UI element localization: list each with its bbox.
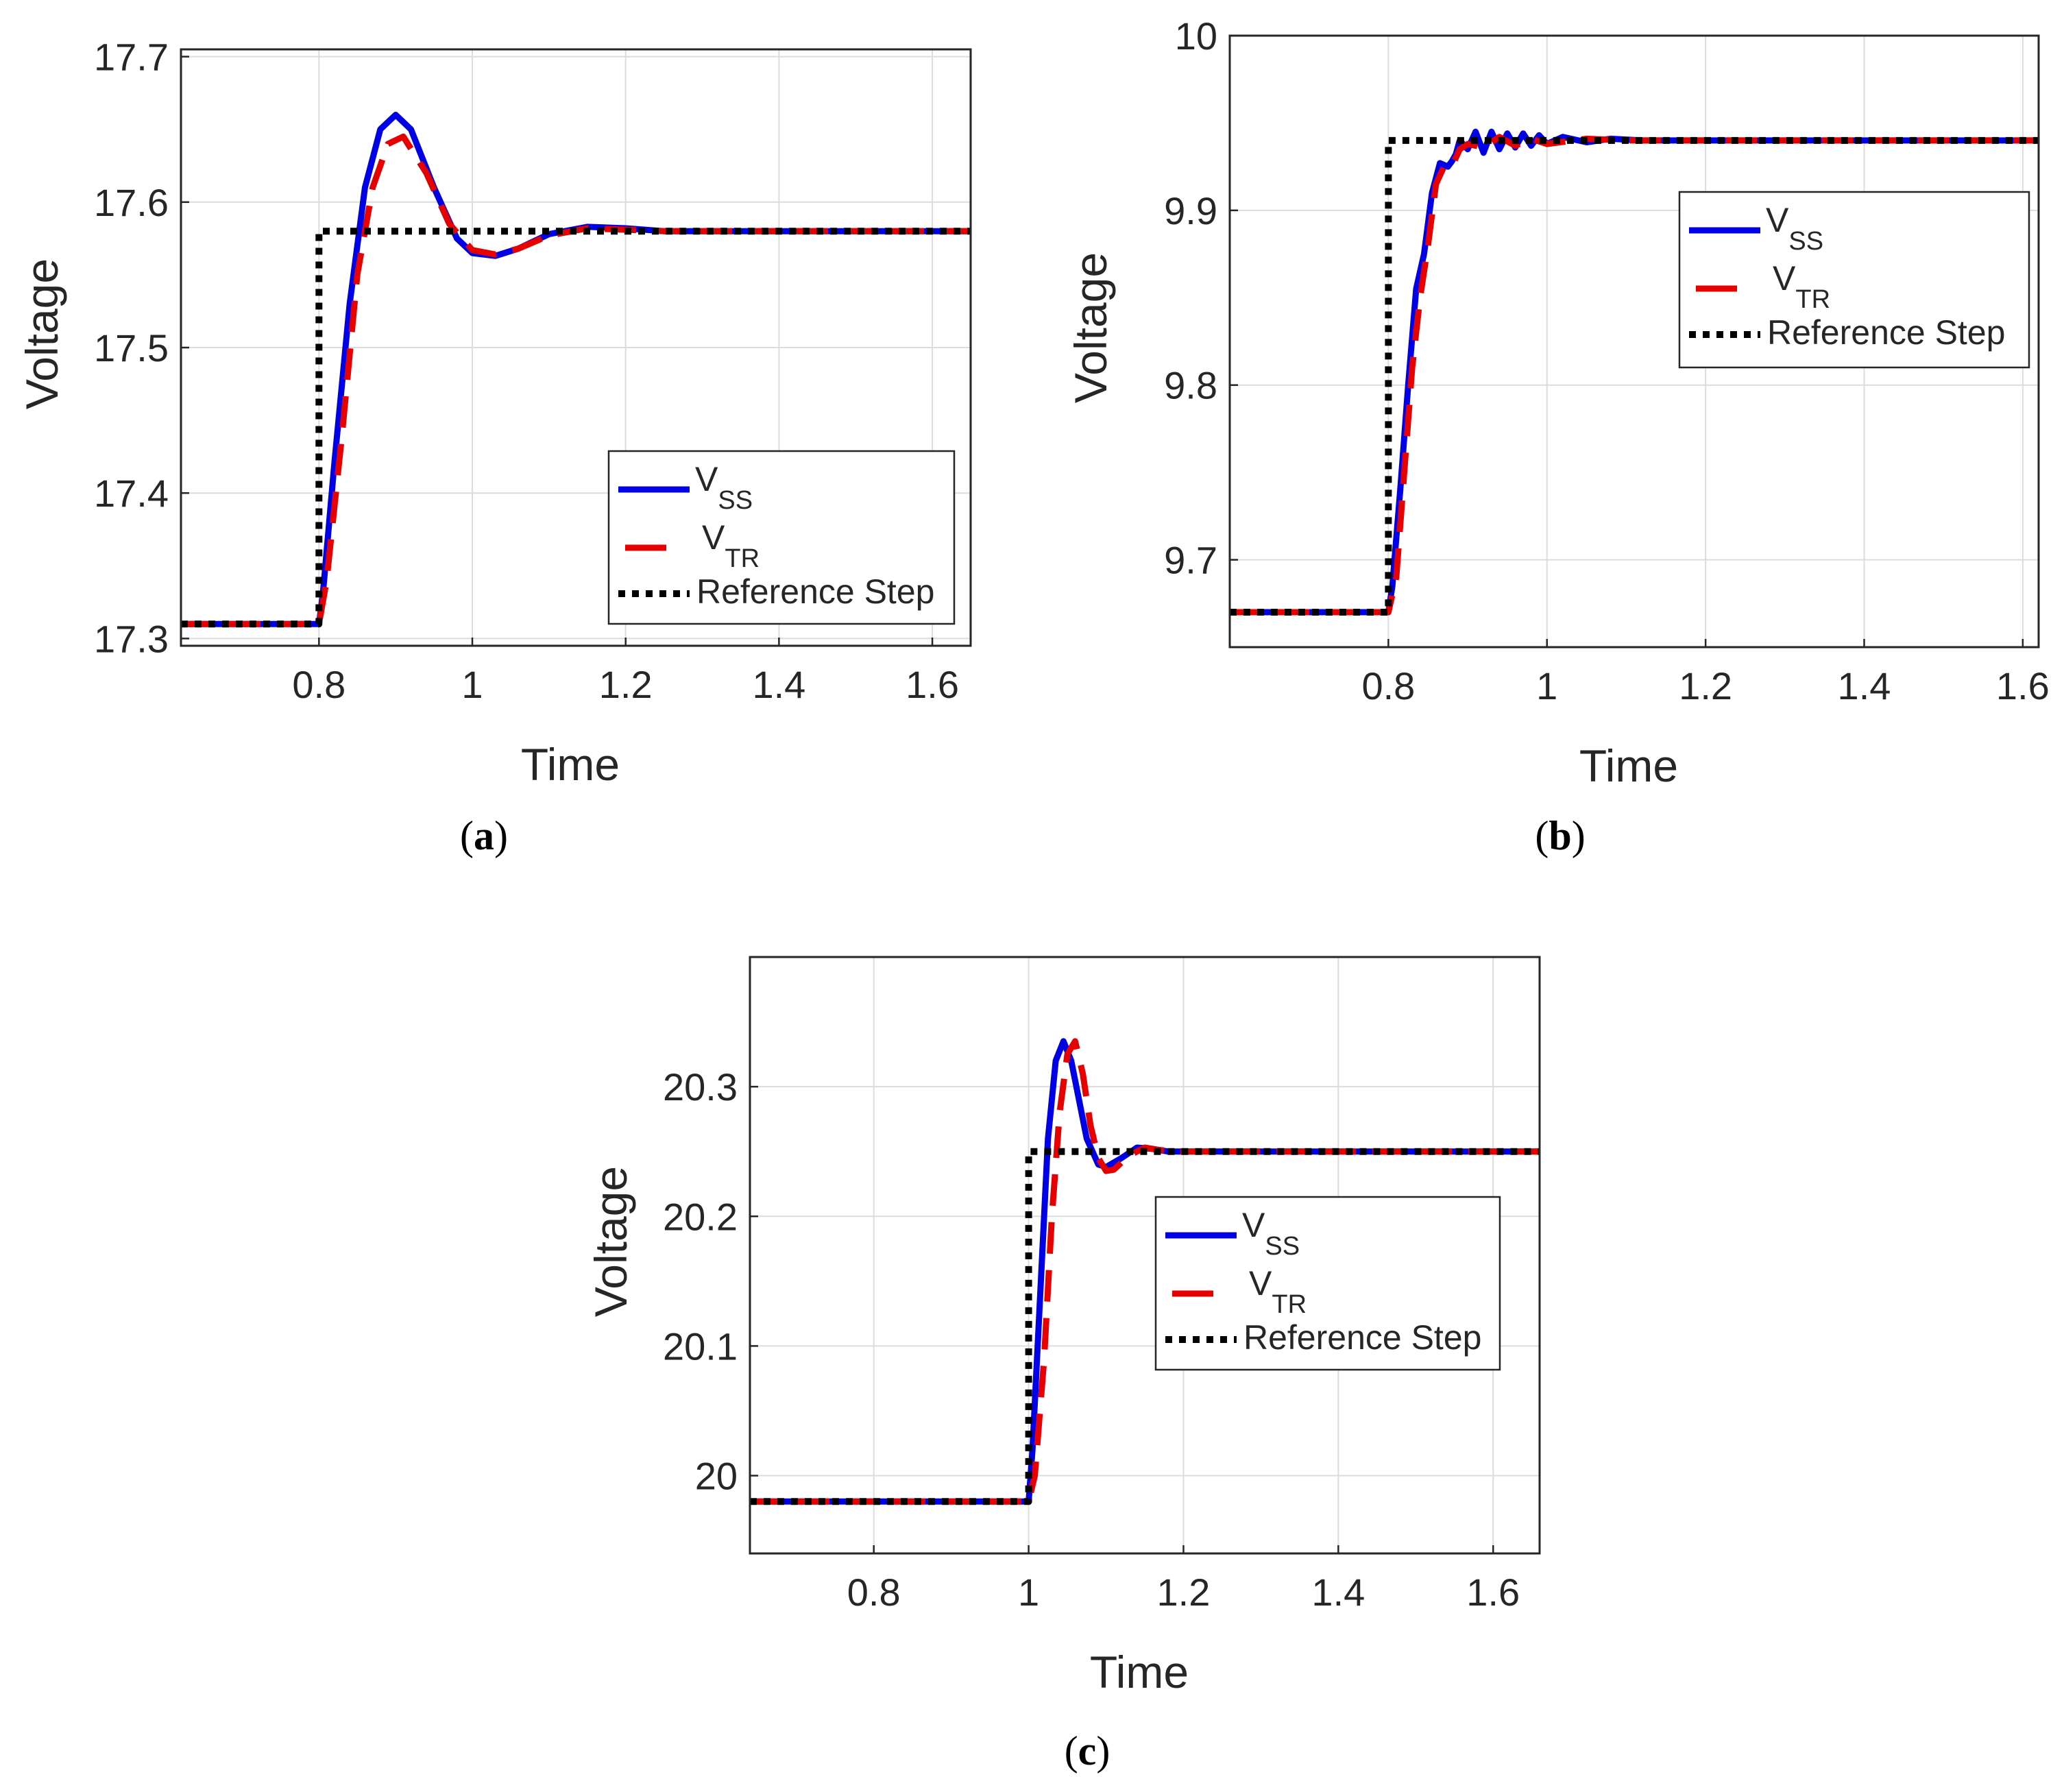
y-axis-label: Voltage [585,1166,636,1317]
x-tick-label: 1.4 [752,663,805,706]
legend-label: Reference Step [1243,1318,1481,1357]
legend-label: Reference Step [696,572,934,611]
x-tick-label: 1 [1536,664,1557,707]
y-tick-label: 9.8 [1164,364,1217,407]
legend-label: VTR [1773,259,1830,314]
y-tick-label: 10 [1175,14,1217,58]
x-tick-label: 1 [1018,1571,1039,1614]
legend-label: VSS [695,460,753,515]
legend-box [1678,191,2030,369]
series-group [750,1038,1540,1505]
y-tick-label: 17.5 [94,326,169,370]
chart-panel-c: 0.8 1 1.2 1.4 1.6 20 20.1 20.2 20.3 Time Voltage VS… [585,956,1541,1697]
legend-label: VSS [1242,1206,1300,1261]
plot-frame [749,956,1541,1555]
x-tick-label: 1.6 [1996,664,2050,707]
caption-b: (b) [1535,813,1586,858]
y-tick-label: 20 [695,1455,738,1498]
legend-label: VSS [1766,201,1823,256]
series-group [181,112,971,628]
x-tick-label: 1.2 [1679,664,1732,707]
series-line-reference-step [750,1148,1540,1505]
legend-label: VTR [702,518,760,573]
y-axis-label: Voltage [16,258,67,409]
y-axis-label: Voltage [1065,252,1116,403]
x-axis-label: Time [1579,740,1678,791]
y-tick-label: 9.9 [1164,189,1217,232]
y-tick-label: 9.7 [1164,539,1217,582]
y-tick-label: 17.6 [94,181,169,224]
y-tick-label: 20.3 [663,1065,738,1109]
legend-label: VTR [1249,1264,1307,1319]
x-tick-label: 1.2 [1157,1571,1211,1614]
series-line-reference-step [181,228,971,628]
x-axis-label: Time [521,739,620,790]
legend-label: Reference Step [1767,313,2005,352]
x-tick-label: 1 [461,663,483,706]
legend-box [607,450,956,625]
chart-panel-a: 0.8 1 1.2 1.4 1.6 17.3 17.4 17.5 17.6 17.7 Time Vol… [16,36,972,790]
caption-a: (a) [460,813,508,858]
y-tick-label: 20.1 [663,1324,738,1368]
x-tick-label: 0.8 [847,1571,901,1614]
y-tick-label: 20.2 [663,1195,738,1238]
caption-c: (c) [1064,1728,1110,1773]
y-tick-label: 17.3 [94,617,169,660]
x-tick-label: 1.6 [1466,1571,1520,1614]
x-tick-label: 0.8 [1361,664,1415,707]
x-tick-label: 1.4 [1838,664,1891,707]
x-tick-label: 1.6 [906,663,959,706]
series-line-ss [1230,128,2039,616]
x-tick-label: 1.2 [599,663,653,706]
x-tick-label: 0.8 [292,663,345,706]
x-tick-label: 1.4 [1311,1571,1365,1614]
series-group [1230,128,2039,616]
y-tick-label: 17.4 [94,472,169,515]
chart-panel-b: 0.8 1 1.2 1.4 1.6 9.7 9.8 9.9 10 Time Voltage VSSVT… [1065,14,2050,791]
series-line-tr [750,1038,1540,1505]
x-axis-label: Time [1090,1647,1189,1697]
y-tick-label: 17.7 [94,36,169,79]
plot-frame [1228,34,2040,649]
